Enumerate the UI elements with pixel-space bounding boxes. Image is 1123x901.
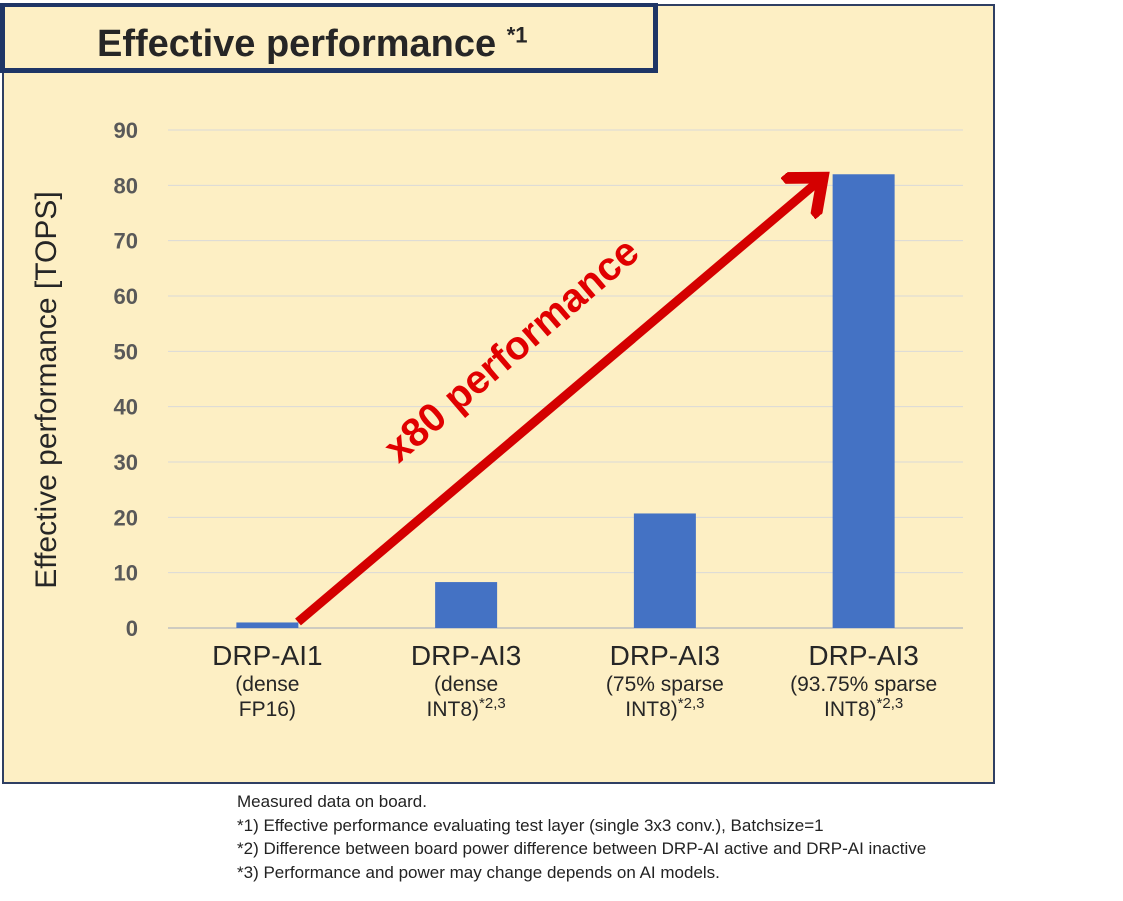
y-tick-label: 0 (126, 616, 138, 641)
bar-2 (435, 582, 498, 628)
x-tick-label-sub-text: INT8) (426, 698, 480, 721)
footnote-3: *3) Performance and power may change dep… (237, 862, 720, 882)
chart-panel (2, 4, 995, 784)
bar-1 (236, 622, 299, 628)
chart-title: Effective performance *1 (97, 23, 528, 66)
x-tick-label-sub: (dense (434, 673, 499, 696)
x-tick-label-sub: FP16) (162, 697, 372, 722)
x-tick-label-main: DRP-AI3 (410, 640, 522, 671)
x-tick-label: DRP-AI1 (dense FP16) (162, 640, 372, 722)
y-axis-label: Effective performance [TOPS] (30, 191, 63, 588)
footnote-2: *2) Difference between board power diffe… (237, 839, 927, 858)
bar-3 (633, 513, 696, 628)
bar-chart: 0 10 20 30 40 50 60 70 80 90 Effective performanc… (30, 118, 963, 641)
y-tick-label: 40 (114, 395, 138, 420)
y-tick-label: 10 (114, 561, 138, 586)
x-tick-label-main: DRP-AI3 (808, 640, 919, 671)
x-tick-label-sub: (75% sparse (605, 673, 724, 696)
footnote-measured: Measured data on board. (237, 792, 427, 811)
x-tick-label-main: DRP-AI3 (609, 640, 721, 671)
y-tick-label: 60 (114, 284, 138, 309)
x-tick-label-sub-text: INT8) (625, 698, 678, 721)
footnote-1: *1) Effective performance evaluating tes… (237, 815, 824, 835)
title-box: Effective performance *1 (0, 3, 658, 73)
chart-title-superscript: *1 (506, 22, 528, 48)
x-tick-label-footnote-mark: *2,3 (479, 695, 506, 712)
bar-4 (832, 174, 895, 628)
x-tick-label: DRP-AI3 (93.75% sparse INT8)*2,3 (759, 640, 969, 722)
y-tick-label: 20 (114, 505, 138, 530)
x-tick-label-footnote-mark: *2,3 (677, 695, 705, 712)
x-tick-label-sub-text: INT8) (824, 698, 877, 721)
footnotes: Measured data on board. *1) Effective pe… (237, 790, 926, 884)
y-tick-label: 90 (114, 118, 138, 143)
x-tick-label-sub: (dense (235, 673, 300, 696)
x-tick-label-sub: INT8)*2,3 (759, 695, 969, 722)
x80-annotation: x80 performance (376, 229, 648, 471)
x-tick-label-sub: INT8)*2,3 (560, 695, 770, 722)
x-tick-label-main: DRP-AI1 (212, 640, 323, 671)
y-tick-label: 30 (114, 450, 138, 475)
y-tick-label: 50 (114, 339, 138, 364)
x-tick-label-footnote-mark: *2,3 (876, 695, 904, 712)
x-tick-label-sub: INT8)*2,3 (361, 695, 571, 722)
y-tick-label: 80 (114, 173, 138, 198)
x-tick-label-sub: (93.75% sparse (790, 673, 938, 696)
chart-title-text: Effective performance (97, 23, 507, 65)
x-tick-label-sub-text: FP16) (238, 698, 296, 721)
y-tick-label: 70 (114, 229, 138, 254)
x-tick-label: DRP-AI3 (75% sparse INT8)*2,3 (560, 640, 770, 722)
growth-arrow (295, 180, 820, 626)
x-tick-label: DRP-AI3 (dense INT8)*2,3 (361, 640, 571, 722)
